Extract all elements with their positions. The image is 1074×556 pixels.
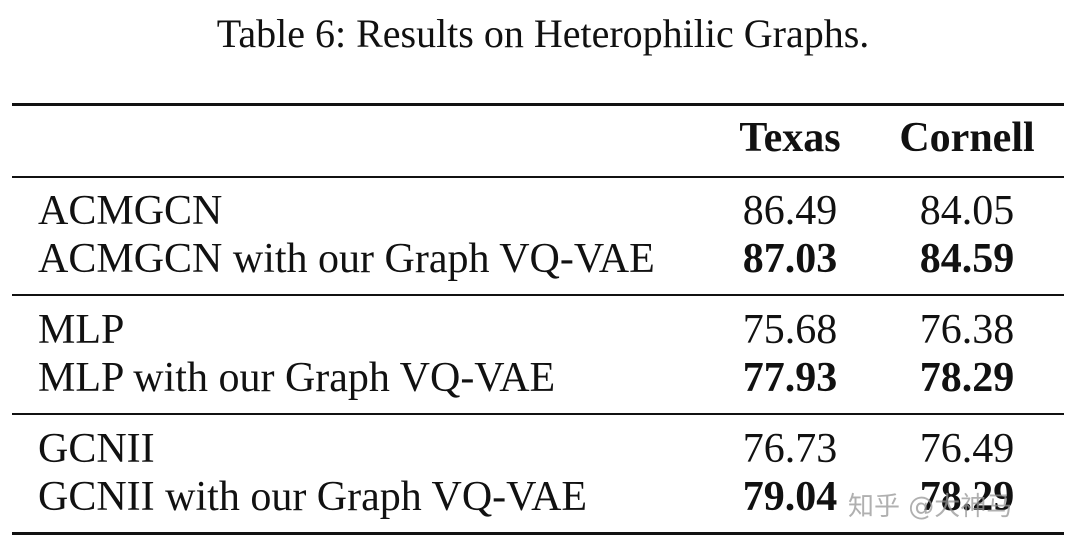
table-row: MLP 75.68 76.38 <box>0 305 1074 355</box>
table-row: GCNII 76.73 76.49 <box>0 424 1074 474</box>
column-header-texas: Texas <box>739 115 841 161</box>
cornell-value: 76.49 <box>919 426 1015 472</box>
table-row: ACMGCN 86.49 84.05 <box>0 186 1074 236</box>
group-rule <box>12 413 1064 415</box>
cornell-value: 78.29 <box>919 474 1015 520</box>
method-name: MLP with our Graph VQ-VAE <box>38 355 556 401</box>
texas-value: 77.93 <box>742 355 838 401</box>
texas-value: 79.04 <box>742 474 838 520</box>
method-name: MLP <box>38 307 125 353</box>
bottom-rule <box>12 532 1064 535</box>
column-header-cornell: Cornell <box>899 115 1035 161</box>
group-rule <box>12 294 1064 296</box>
table-row: GCNII with our Graph VQ-VAE 79.04 78.29 <box>0 472 1074 522</box>
cornell-value: 78.29 <box>919 355 1015 401</box>
top-rule <box>12 103 1064 106</box>
watermark-text: 知乎 @大神马 <box>848 492 1013 522</box>
texas-value: 87.03 <box>742 236 838 282</box>
texas-value: 76.73 <box>742 426 838 472</box>
header-rule <box>12 176 1064 178</box>
cornell-value: 84.59 <box>919 236 1015 282</box>
cornell-value: 76.38 <box>919 307 1015 353</box>
cornell-value: 84.05 <box>919 188 1015 234</box>
texas-value: 86.49 <box>742 188 838 234</box>
method-name: ACMGCN <box>38 188 223 234</box>
table-row: MLP with our Graph VQ-VAE 77.93 78.29 <box>0 353 1074 403</box>
table-caption: Table 6: Results on Heterophilic Graphs. <box>216 11 870 56</box>
method-name: GCNII with our Graph VQ-VAE <box>38 474 588 520</box>
method-name: GCNII <box>38 426 155 472</box>
texas-value: 75.68 <box>742 307 838 353</box>
method-name: ACMGCN with our Graph VQ-VAE <box>38 236 655 282</box>
table-row: ACMGCN with our Graph VQ-VAE 87.03 84.59 <box>0 234 1074 284</box>
